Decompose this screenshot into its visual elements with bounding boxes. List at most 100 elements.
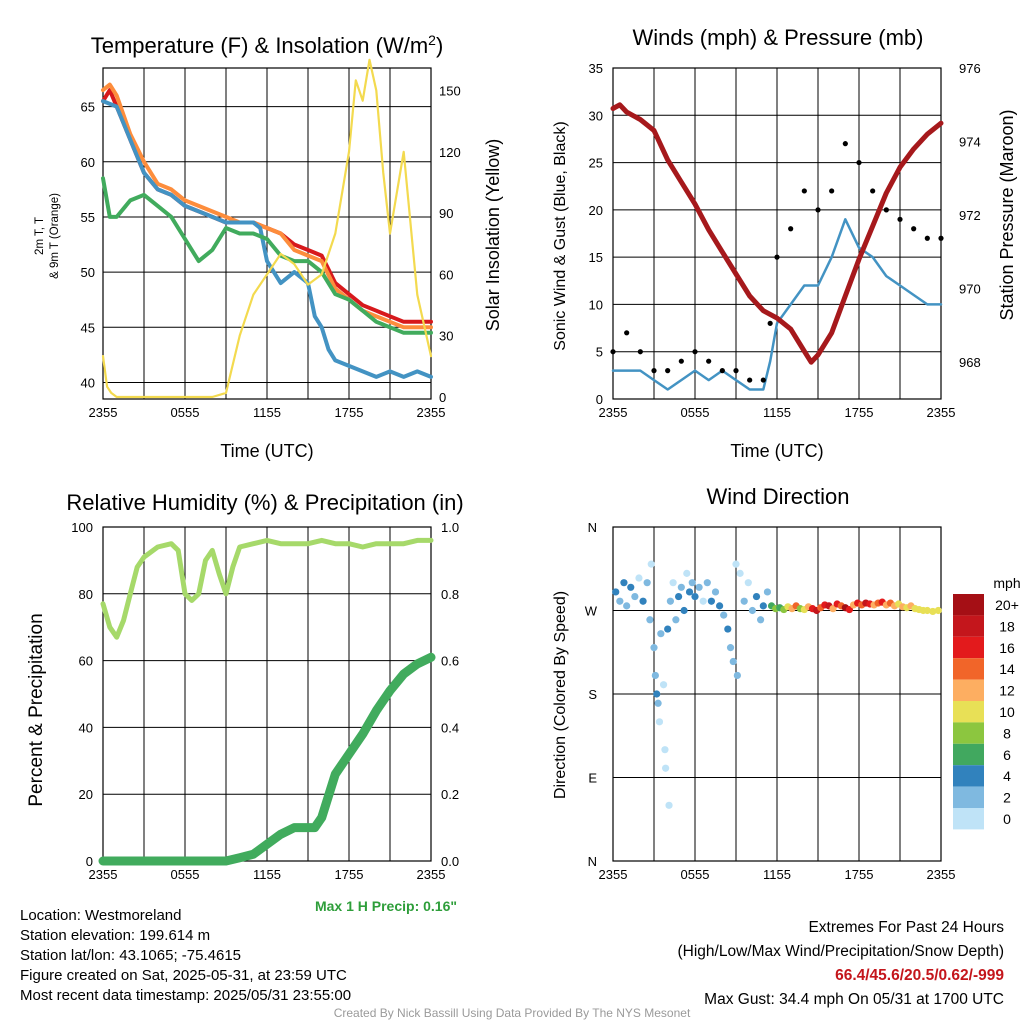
- winds-series-0: [611, 218, 943, 391]
- y2-tick-label: 0.4: [441, 720, 459, 735]
- panel-title: Temperature (F) & Insolation (W/m2): [91, 32, 444, 58]
- y2-tick-label: 30: [439, 329, 453, 344]
- y2-axis-label: Solar Insolation (Yellow): [483, 139, 503, 331]
- legend-title: mph: [993, 575, 1020, 591]
- direction-point: [688, 579, 696, 587]
- y-tick-label: W: [585, 604, 598, 619]
- direction-point: [664, 625, 672, 633]
- extremes-values: 66.4/45.6/20.5/0.62/-999: [835, 967, 1004, 984]
- gust-point: [870, 188, 876, 194]
- direction-point: [672, 616, 680, 624]
- x-tick-label: 1155: [763, 867, 791, 882]
- y-tick-label: 80: [79, 587, 93, 602]
- max-gust-text: Max Gust: 34.4 mph On 05/31 at 1700 UTC: [704, 991, 1004, 1008]
- gust-point: [665, 368, 671, 374]
- location-text: Location: Westmoreland: [20, 907, 182, 924]
- y-tick-label: 20: [589, 203, 603, 218]
- y-tick-label: 50: [81, 265, 95, 280]
- gust-point: [651, 368, 657, 374]
- y-tick-label: 25: [589, 156, 603, 171]
- direction-point: [661, 746, 669, 754]
- x-tick-label: 1155: [763, 405, 791, 420]
- direction-point: [620, 579, 628, 587]
- y-tick-label: 15: [589, 250, 603, 265]
- x-tick-label: 2355: [599, 405, 628, 420]
- y-tick-label: 45: [81, 320, 95, 335]
- direction-point: [748, 606, 757, 615]
- y-tick-label: 60: [79, 654, 93, 669]
- direction-point: [654, 699, 662, 707]
- legend-swatch: [953, 765, 984, 787]
- y-tick-label: 55: [81, 210, 95, 225]
- direction-point: [669, 579, 677, 587]
- y2-tick-label: 1.0: [441, 520, 459, 535]
- y2-tick-label: 150: [439, 83, 461, 98]
- y-tick-label: N: [588, 520, 597, 535]
- y2-axis-label: Station Pressure (Maroon): [997, 109, 1017, 320]
- legend-label: 14: [999, 661, 1015, 677]
- legend-swatch: [953, 786, 984, 808]
- y2-tick-label: 976: [959, 61, 981, 76]
- y-tick-label: N: [588, 854, 597, 869]
- y-tick-label: S: [588, 687, 597, 702]
- y2-tick-label: 0.8: [441, 587, 459, 602]
- direction-point: [650, 644, 658, 652]
- direction-point: [675, 592, 683, 601]
- y-tick-label: 10: [589, 297, 603, 312]
- legend-swatch: [953, 658, 984, 680]
- direction-point: [707, 597, 716, 605]
- x-tick-label: 2355: [927, 867, 956, 882]
- title-close: ): [436, 33, 443, 58]
- direction-point: [651, 671, 659, 680]
- humidity-series-0: [100, 537, 434, 640]
- gust-point: [767, 320, 773, 326]
- direction-point: [659, 681, 668, 689]
- direction-point: [829, 605, 837, 613]
- direction-point: [720, 611, 728, 619]
- panel-title: Relative Humidity (%) & Precipitation (i…: [66, 490, 463, 515]
- direction-point: [934, 606, 942, 615]
- gust-point: [924, 235, 930, 241]
- legend-label: 6: [1003, 747, 1011, 763]
- direction-point: [639, 597, 647, 605]
- legend-label: 20+: [995, 597, 1019, 613]
- temperature-series-3: [101, 176, 433, 335]
- direction-point: [757, 616, 765, 624]
- temperature-panel: 2355 0555 1155 1755 2355 40 45 50 55 60 65 0 30 60 90 1…: [34, 32, 503, 461]
- gust-point: [637, 349, 643, 355]
- station-info: Location: Westmoreland Station elevation…: [20, 906, 351, 1006]
- gust-point: [829, 188, 835, 194]
- direction-point: [740, 597, 748, 605]
- direction-point: [729, 657, 737, 666]
- y-tick-label: 0: [596, 392, 603, 407]
- legend-label: 4: [1003, 768, 1011, 784]
- y2-tick-label: 60: [439, 267, 453, 282]
- y-axis-label: Direction (Colored By Speed): [552, 591, 569, 799]
- y2-tick-label: 0.6: [441, 654, 459, 669]
- direction-point: [685, 588, 694, 596]
- y-tick-label: 35: [589, 61, 603, 76]
- direction-point: [683, 569, 691, 577]
- x-tick-label: 1755: [845, 405, 874, 420]
- gust-point: [788, 226, 794, 232]
- y2-tick-label: 0.2: [441, 787, 459, 802]
- legend-swatch: [953, 701, 984, 723]
- legend-swatch: [953, 722, 984, 744]
- extremes-panel: Extremes For Past 24 Hours (High/Low/Max…: [678, 916, 1005, 1012]
- direction-point: [662, 764, 670, 772]
- gust-point: [883, 207, 889, 213]
- gust-point: [897, 216, 903, 222]
- direction-point: [657, 630, 665, 638]
- direction-point: [759, 602, 767, 610]
- y-tick-label: 5: [596, 345, 603, 360]
- humidity-series-1: [98, 652, 436, 866]
- gust-point: [815, 207, 821, 213]
- direction-point: [623, 602, 631, 610]
- direction-point: [711, 588, 720, 596]
- gust-point: [706, 358, 712, 364]
- x-tick-label: 2355: [89, 867, 118, 882]
- x-tick-label: 1155: [253, 867, 281, 882]
- direction-point: [612, 588, 620, 596]
- panel-title: Wind Direction: [706, 484, 849, 509]
